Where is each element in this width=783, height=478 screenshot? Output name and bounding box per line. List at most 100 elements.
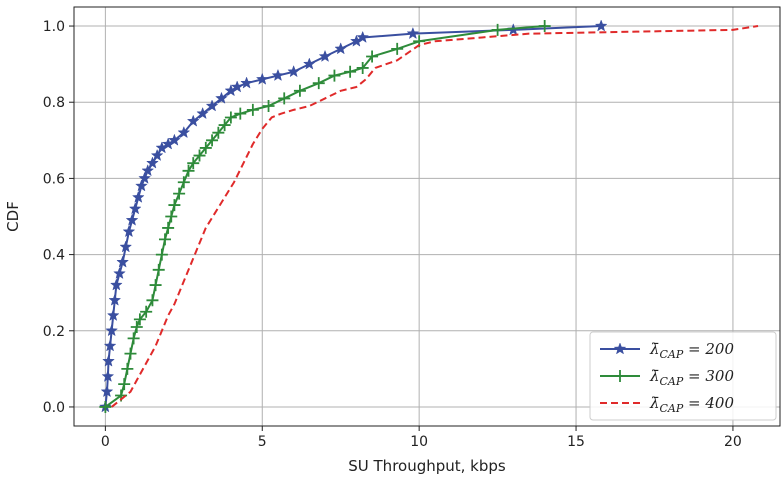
y-tick-label: 0.2: [43, 324, 65, 340]
data-point: [149, 279, 162, 292]
data-point: [312, 77, 325, 90]
data-point: [234, 107, 247, 120]
data-point: [328, 69, 341, 82]
data-point: [287, 65, 301, 78]
data-point: [146, 156, 159, 169]
data-point: [538, 20, 551, 33]
data-point: [133, 313, 146, 326]
legend-entry-2: λ̄CAP = 300: [600, 367, 734, 388]
data-point: [113, 266, 126, 280]
data-point: [366, 50, 379, 63]
y-tick-label: 0.8: [43, 95, 65, 111]
data-point: [99, 400, 112, 413]
data-point: [334, 42, 348, 55]
x-tick-label: 10: [410, 434, 428, 450]
data-point: [141, 164, 155, 177]
data-point: [127, 332, 140, 345]
data-point: [168, 133, 181, 146]
data-point: [491, 23, 504, 36]
x-axis-label: SU Throughput, kbps: [348, 457, 506, 475]
data-point: [278, 92, 291, 105]
data-point: [155, 248, 168, 261]
data-point: [140, 305, 153, 318]
data-point: [240, 76, 253, 89]
data-point: [116, 255, 130, 268]
plot-frame: [73, 6, 781, 427]
data-point: [135, 179, 148, 192]
data-point: [122, 225, 136, 238]
series-layer: [98, 19, 759, 413]
x-axis-ticks: 0 5 10 15 20: [101, 426, 742, 450]
y-tick-label: 0.4: [43, 248, 65, 264]
data-point: [182, 164, 195, 177]
data-point: [109, 278, 123, 291]
legend-label: λ̄CAP = 300: [649, 367, 734, 388]
data-point: [118, 378, 131, 391]
data-point: [199, 141, 212, 154]
y-axis-label: CDF: [4, 201, 22, 232]
data-point: [187, 157, 200, 170]
data-point: [124, 347, 137, 360]
data-point: [224, 111, 237, 124]
data-point: [121, 362, 134, 375]
data-point: [186, 114, 200, 127]
data-point: [356, 30, 370, 43]
data-point: [158, 233, 171, 246]
legend-entry-1: λ̄CAP = 200: [600, 340, 734, 361]
data-point: [101, 369, 115, 382]
y-tick-label: 0.6: [43, 171, 65, 187]
y-axis-ticks: 0.0 0.2 0.4 0.6 0.8 1.0: [43, 19, 74, 416]
data-point: [344, 65, 357, 78]
legend-label: λ̄CAP = 400: [649, 394, 734, 415]
data-point: [594, 19, 608, 32]
data-point: [230, 80, 244, 93]
data-point: [150, 148, 164, 161]
data-point: [152, 263, 165, 276]
data-point: [293, 84, 306, 97]
data-point: [168, 199, 181, 212]
data-point: [205, 99, 219, 112]
legend-entry-3: λ̄CAP = 400: [600, 394, 734, 415]
series-3: [111, 25, 759, 408]
data-point: [119, 240, 133, 253]
data-point: [255, 72, 269, 85]
legend-marker: [614, 370, 626, 382]
data-point: [246, 103, 259, 116]
data-point: [106, 308, 120, 321]
data-point: [103, 339, 117, 352]
legend: λ̄CAP = 200 λ̄CAP = 300 λ̄CAP = 400: [589, 331, 777, 421]
data-point: [206, 134, 219, 147]
data-point: [108, 293, 122, 306]
data-point: [215, 91, 228, 104]
data-point: [130, 320, 143, 333]
data-point: [271, 68, 285, 81]
data-point: [196, 106, 210, 120]
data-point: [177, 125, 191, 139]
data-point: [218, 119, 231, 132]
data-point: [138, 171, 151, 184]
data-point: [262, 100, 275, 113]
x-tick-label: 5: [258, 434, 267, 450]
legend-label: λ̄CAP = 200: [649, 340, 734, 361]
series-line: [111, 25, 759, 408]
data-point: [212, 126, 225, 139]
series-line: [104, 25, 602, 408]
y-tick-label: 0.0: [43, 400, 65, 416]
data-point: [318, 49, 332, 62]
data-point: [128, 202, 142, 215]
series-2: [99, 20, 551, 413]
legend-box: [589, 331, 777, 421]
data-point: [356, 61, 369, 74]
data-point: [193, 149, 206, 162]
data-point: [406, 26, 420, 40]
data-point: [102, 354, 115, 367]
data-point: [391, 42, 404, 55]
x-tick-label: 20: [724, 434, 742, 450]
x-tick-label: 15: [567, 434, 585, 450]
data-point: [131, 190, 145, 203]
x-tick-label: 0: [101, 434, 110, 450]
data-point: [173, 187, 186, 200]
y-tick-label: 1.0: [43, 19, 65, 35]
data-point: [302, 57, 316, 70]
